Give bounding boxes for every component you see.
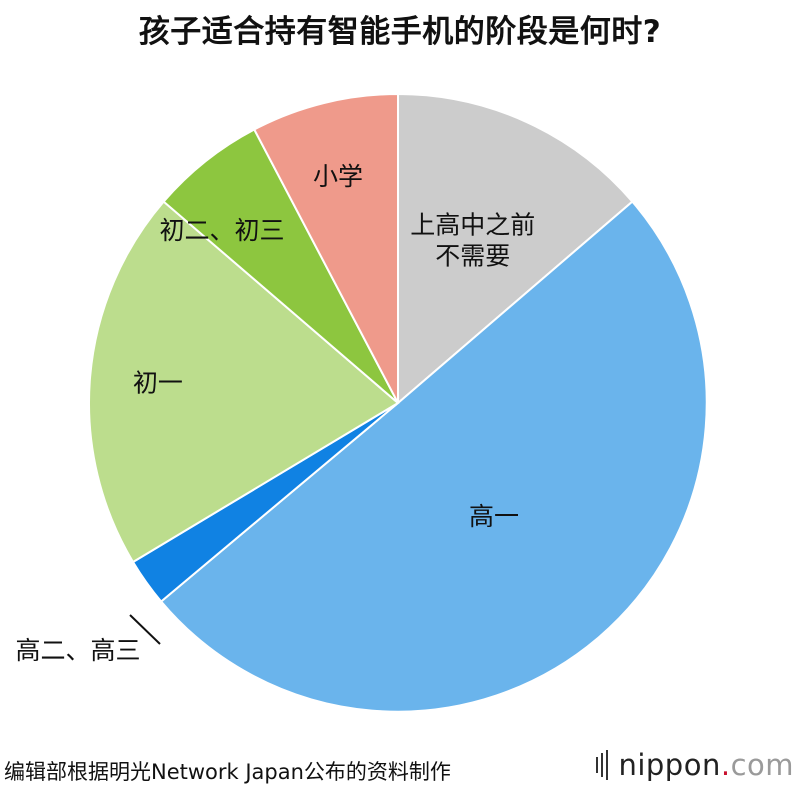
nippon-logo[interactable]: nippon.com [596,748,794,782]
slice-小学-label: 小学 [313,162,363,191]
nippon-logo-text: nippon.com [618,748,794,782]
slice-初一 [88,200,400,564]
slice-小学 [252,92,399,404]
slice-上高中之前-不需要-label: 上高中之前不需要 [410,211,535,271]
slice-高二、高三-label: 高二、高三 [15,636,140,665]
slice-高一-label: 高一 [469,502,519,531]
chart-title: 孩子适合持有智能手机的阶段是何时? [138,14,662,50]
slice-初一-label: 初一 [133,369,183,398]
slice-上高中之前-不需要 [397,92,634,406]
slice-高一 [159,200,708,713]
leader-line [129,614,161,645]
slice-初二、初三-label: 初二、初三 [159,216,284,245]
source-note: 编辑部根据明光Network Japan公布的资料制作 [4,760,451,784]
nippon-logo-icon [596,750,609,780]
